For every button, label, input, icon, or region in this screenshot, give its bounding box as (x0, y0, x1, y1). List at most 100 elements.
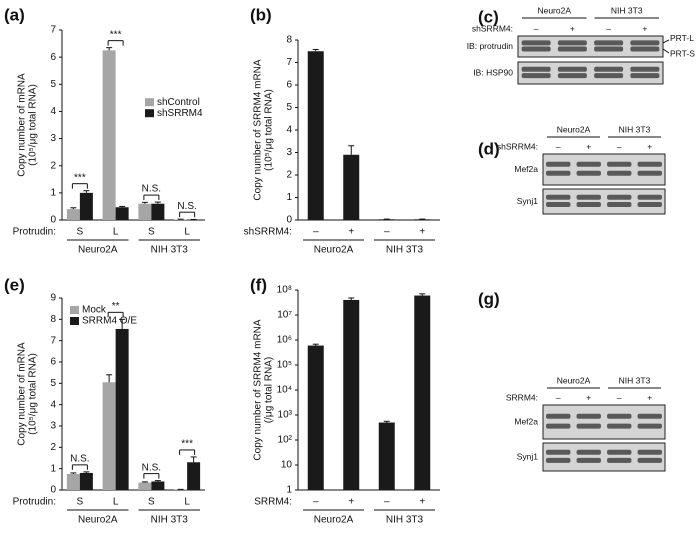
x-tick-label: L (113, 497, 119, 508)
gel-band (576, 423, 601, 429)
row-label: Protrudin: (13, 497, 56, 508)
bar (378, 219, 395, 220)
y-tick-label: 4 (286, 125, 292, 136)
gel-band (637, 423, 662, 429)
gel-band (576, 457, 601, 463)
gel-band (557, 40, 587, 46)
bar (79, 192, 93, 220)
group-label: Neuro2A (537, 5, 571, 15)
y-tick-label: 3 (286, 147, 292, 158)
group-label: Neuro2A (314, 515, 354, 526)
bar (115, 328, 129, 490)
bar (151, 481, 165, 490)
y-tick-label: 4 (50, 106, 56, 117)
gel-band (630, 73, 660, 79)
gel-band (637, 161, 662, 167)
bar (138, 203, 152, 220)
blot-row-label: Synj1 (517, 196, 539, 206)
band-pointer (662, 39, 670, 44)
gel-band (576, 413, 601, 419)
y-axis-label: Copy number of mRNA (17, 73, 28, 177)
lane-sign: – (534, 23, 539, 33)
gel-band (637, 413, 662, 419)
gel-band (576, 194, 601, 200)
gel-band (557, 66, 587, 72)
gel-band (521, 66, 551, 72)
bar (343, 299, 360, 490)
row-label: shSRRM4: (472, 23, 513, 33)
y-tick-label: 8 (286, 35, 292, 46)
y-tick-label: 9 (50, 293, 56, 304)
panel-label: (d) (478, 139, 500, 158)
x-tick-label: S (77, 497, 84, 508)
gel-band (637, 170, 662, 176)
row-label: SRRM4: (506, 392, 538, 402)
y-tick-label: 10² (278, 435, 293, 446)
bar (102, 382, 116, 490)
gel (542, 153, 666, 186)
group-label: Neuro2A (314, 245, 354, 256)
y-tick-label: 7 (286, 57, 292, 68)
blot-row-label: Mef2a (514, 164, 538, 174)
significance: N.S. (70, 454, 89, 465)
group-label: NIH 3T3 (386, 515, 424, 526)
y-tick-label: 5 (50, 378, 56, 389)
y-tick-label: 10 (281, 460, 293, 471)
legend-label: shControl (157, 97, 200, 108)
y-tick-label: 8 (50, 314, 56, 325)
band-label: PRT-L (670, 33, 694, 43)
blot-row-label: IB: HSP90 (473, 67, 513, 77)
bar (187, 462, 201, 490)
y-axis-label: Copy number of SRRM4 mRNA (253, 319, 264, 460)
x-tick-label: – (313, 227, 319, 238)
bar (307, 345, 324, 490)
gel-band (630, 66, 660, 72)
gel-band (594, 40, 624, 46)
y-axis-label: (10⁵/μg total RNA) (28, 84, 39, 166)
gel-band (607, 161, 632, 167)
significance: *** (110, 29, 122, 40)
x-tick-label: L (184, 497, 190, 508)
bar (102, 50, 116, 220)
panel-label: (c) (478, 7, 499, 26)
significance: ** (112, 301, 120, 312)
gel-band (546, 161, 571, 167)
group-label: Neuro2A (78, 245, 118, 256)
panel-label: (b) (250, 5, 272, 24)
lane-sign: – (556, 392, 561, 402)
group-label: Neuro2A (557, 375, 591, 385)
gel-band (546, 457, 571, 463)
y-tick-label: 4 (50, 399, 56, 410)
x-tick-label: – (313, 497, 319, 508)
gel-band (607, 423, 632, 429)
bar (343, 154, 360, 220)
bar (378, 422, 395, 490)
lane-sign: + (586, 141, 591, 151)
y-axis-label: (10⁵/μg total RNA) (28, 353, 39, 435)
y-tick-label: 1 (286, 485, 292, 496)
legend-swatch (70, 306, 79, 314)
y-tick-label: 2 (50, 160, 56, 171)
gel (542, 442, 666, 472)
lane-sign: – (617, 141, 622, 151)
lane-sign: + (647, 141, 652, 151)
blot-row-label: IB: protrudin (467, 41, 514, 51)
gel-band (576, 161, 601, 167)
group-label: NIH 3T3 (619, 375, 651, 385)
gel (542, 188, 666, 215)
row-label: shSRRM4: (497, 141, 538, 151)
gel (517, 61, 664, 85)
significance: *** (74, 172, 86, 183)
x-tick-label: – (384, 227, 390, 238)
group-label: Neuro2A (78, 515, 118, 526)
gel-band (594, 66, 624, 72)
band-label: PRT-S (670, 48, 695, 58)
bar (307, 51, 324, 220)
x-tick-label: + (419, 227, 425, 238)
bar (138, 482, 152, 490)
legend-swatch (145, 109, 154, 118)
y-tick-label: 10⁵ (277, 360, 292, 371)
gel-band (576, 170, 601, 176)
lane-sign: – (556, 141, 561, 151)
